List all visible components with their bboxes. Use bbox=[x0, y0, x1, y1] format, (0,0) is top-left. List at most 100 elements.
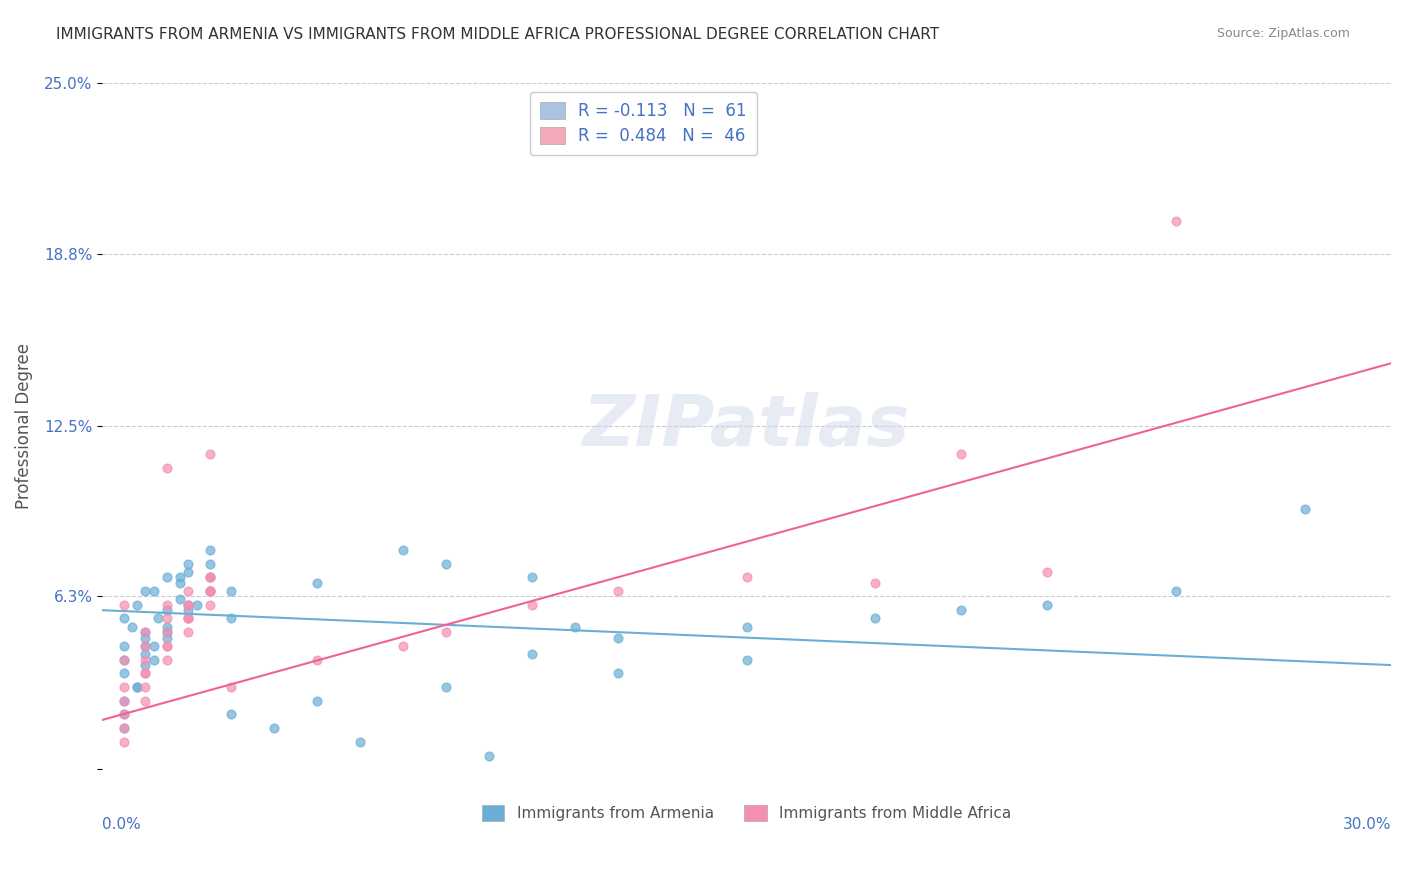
Point bbox=[198, 447, 221, 461]
Text: IMMIGRANTS FROM ARMENIA VS IMMIGRANTS FROM MIDDLE AFRICA PROFESSIONAL DEGREE COR: IMMIGRANTS FROM ARMENIA VS IMMIGRANTS FR… bbox=[56, 27, 939, 42]
Point bbox=[305, 575, 328, 590]
Point bbox=[142, 652, 165, 666]
Point bbox=[520, 598, 543, 612]
Point bbox=[177, 598, 200, 612]
Point bbox=[156, 620, 179, 634]
Point bbox=[198, 598, 221, 612]
Point bbox=[177, 584, 200, 599]
Point bbox=[177, 611, 200, 625]
Point bbox=[434, 680, 457, 694]
Point bbox=[121, 620, 143, 634]
Point bbox=[606, 584, 628, 599]
Point bbox=[1294, 501, 1316, 516]
Point bbox=[219, 707, 242, 722]
Point bbox=[125, 680, 148, 694]
Point bbox=[735, 620, 758, 634]
Point bbox=[263, 721, 285, 735]
Point bbox=[156, 631, 179, 645]
Point bbox=[169, 592, 191, 607]
Point bbox=[198, 584, 221, 599]
Point bbox=[434, 625, 457, 640]
Point bbox=[1166, 584, 1188, 599]
Point bbox=[177, 611, 200, 625]
Point bbox=[186, 598, 208, 612]
Point bbox=[134, 625, 156, 640]
Point bbox=[146, 611, 169, 625]
Point bbox=[156, 603, 179, 617]
Point bbox=[198, 584, 221, 599]
Point bbox=[950, 603, 973, 617]
Point bbox=[134, 639, 156, 653]
Point bbox=[134, 658, 156, 673]
Point bbox=[478, 748, 501, 763]
Point bbox=[142, 584, 165, 599]
Point bbox=[134, 694, 156, 708]
Point bbox=[735, 652, 758, 666]
Point bbox=[177, 625, 200, 640]
Text: ZIPatlas: ZIPatlas bbox=[583, 392, 910, 461]
Point bbox=[219, 611, 242, 625]
Point bbox=[156, 639, 179, 653]
Point bbox=[177, 557, 200, 571]
Point bbox=[112, 707, 135, 722]
Point bbox=[305, 652, 328, 666]
Point bbox=[219, 680, 242, 694]
Point bbox=[198, 584, 221, 599]
Point bbox=[112, 721, 135, 735]
Text: 30.0%: 30.0% bbox=[1343, 817, 1391, 832]
Point bbox=[305, 694, 328, 708]
Point bbox=[134, 631, 156, 645]
Point bbox=[1036, 598, 1059, 612]
Point bbox=[177, 598, 200, 612]
Point bbox=[112, 707, 135, 722]
Point bbox=[950, 447, 973, 461]
Point bbox=[112, 721, 135, 735]
Point bbox=[112, 666, 135, 681]
Point bbox=[112, 598, 135, 612]
Point bbox=[606, 666, 628, 681]
Legend: Immigrants from Armenia, Immigrants from Middle Africa: Immigrants from Armenia, Immigrants from… bbox=[472, 796, 1021, 830]
Point bbox=[177, 611, 200, 625]
Point bbox=[112, 694, 135, 708]
Point bbox=[735, 570, 758, 584]
Point bbox=[156, 570, 179, 584]
Point bbox=[112, 680, 135, 694]
Point bbox=[112, 652, 135, 666]
Point bbox=[198, 570, 221, 584]
Point bbox=[112, 694, 135, 708]
Point bbox=[112, 639, 135, 653]
Point bbox=[134, 652, 156, 666]
Point bbox=[134, 666, 156, 681]
Point bbox=[125, 680, 148, 694]
Point bbox=[392, 639, 415, 653]
Point bbox=[156, 625, 179, 640]
Point bbox=[134, 680, 156, 694]
Point bbox=[156, 625, 179, 640]
Point bbox=[198, 584, 221, 599]
Point bbox=[564, 620, 586, 634]
Point bbox=[520, 647, 543, 661]
Point bbox=[134, 584, 156, 599]
Point bbox=[142, 639, 165, 653]
Point bbox=[198, 557, 221, 571]
Point bbox=[392, 542, 415, 557]
Point bbox=[434, 557, 457, 571]
Point bbox=[606, 631, 628, 645]
Point bbox=[520, 570, 543, 584]
Point bbox=[112, 611, 135, 625]
Point bbox=[177, 598, 200, 612]
Point bbox=[125, 598, 148, 612]
Point bbox=[198, 570, 221, 584]
Point bbox=[865, 611, 887, 625]
Point bbox=[349, 735, 371, 749]
Point bbox=[156, 598, 179, 612]
Point bbox=[177, 603, 200, 617]
Point bbox=[198, 542, 221, 557]
Point bbox=[112, 735, 135, 749]
Point bbox=[156, 460, 179, 475]
Point bbox=[169, 570, 191, 584]
Point bbox=[134, 639, 156, 653]
Point bbox=[156, 611, 179, 625]
Point bbox=[865, 575, 887, 590]
Point bbox=[156, 639, 179, 653]
